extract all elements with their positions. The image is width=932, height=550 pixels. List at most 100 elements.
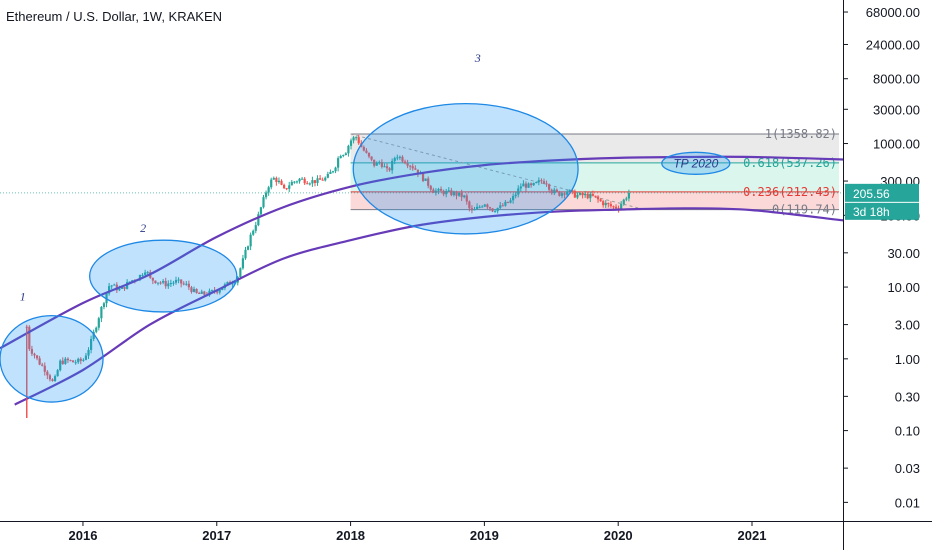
wave-2-ellipse[interactable] — [89, 239, 238, 313]
candle-body — [321, 179, 324, 181]
candle-body — [195, 288, 198, 293]
candle-body — [177, 279, 180, 281]
channel-lower-curve[interactable] — [14, 207, 844, 406]
candle-body — [100, 307, 103, 319]
candle-body — [334, 167, 337, 172]
y-tick-label: 10.00 — [887, 280, 920, 295]
candle-body — [326, 173, 329, 178]
candle-body — [548, 184, 551, 190]
channel-upper-curve[interactable] — [0, 155, 844, 350]
candle-body — [447, 190, 450, 192]
candle-body — [347, 145, 350, 154]
candle-body — [388, 168, 391, 171]
candle-body — [342, 155, 345, 157]
candle-body — [349, 140, 353, 146]
candle-body — [463, 195, 466, 198]
candle-body — [589, 193, 592, 199]
candle-body — [35, 355, 39, 359]
candle-body — [226, 281, 229, 285]
candle-body — [110, 285, 113, 287]
candle-body — [28, 326, 31, 349]
countdown-label: 3d 18h — [853, 205, 890, 219]
candle-body — [244, 249, 247, 259]
candle-body — [74, 362, 77, 364]
candle-body — [69, 360, 72, 362]
fibonacci-retracement[interactable]: 1(1358.82)0.618(537.26)0.236(212.43)0(11… — [0, 127, 843, 217]
candle-body — [578, 193, 582, 195]
candle-body — [555, 189, 558, 192]
candle-body — [87, 349, 90, 356]
candle-body — [337, 158, 340, 168]
candle-body — [48, 375, 52, 380]
candle-body — [295, 181, 299, 183]
candle-body — [329, 172, 332, 174]
wave-3-ellipse[interactable] — [352, 102, 579, 235]
candle-body — [491, 208, 494, 212]
candle-body — [262, 197, 265, 208]
candle-body — [192, 288, 196, 292]
candle-body — [38, 358, 41, 365]
candle-body — [254, 225, 257, 231]
candle-body — [560, 193, 564, 196]
candle-body — [530, 183, 533, 186]
candle-body — [285, 188, 288, 190]
candle-body — [468, 201, 471, 209]
candle-body — [113, 284, 116, 286]
candle-body — [365, 150, 368, 153]
candle-body — [190, 287, 193, 292]
candle-body — [488, 207, 492, 209]
candle-body — [380, 162, 383, 167]
candle-body — [200, 291, 203, 294]
candle-body — [406, 163, 409, 166]
x-tick-label: 2021 — [738, 528, 767, 543]
candle-body — [53, 376, 57, 382]
candle-body — [532, 182, 535, 186]
candle-body — [411, 166, 414, 169]
candle-body — [301, 178, 304, 180]
wave-1-ellipse[interactable] — [0, 314, 104, 403]
candle-body — [71, 360, 75, 363]
y-tick-label: 3.00 — [895, 318, 920, 333]
tp-ellipse[interactable] — [661, 151, 731, 175]
fib-zone-middle — [350, 162, 839, 192]
candle-body — [324, 177, 327, 181]
wave-ellipses[interactable]: 1 2 3 TP 2020 — [0, 51, 731, 403]
candle-body — [118, 288, 121, 291]
candle-body — [496, 207, 499, 212]
candle-body — [445, 191, 448, 195]
candle-body — [249, 234, 252, 247]
candle-body — [473, 209, 476, 211]
candle-body — [311, 180, 314, 184]
x-tick-label: 2019 — [470, 528, 499, 543]
candle-body — [46, 371, 49, 376]
y-tick-label: 68000.00 — [866, 5, 920, 20]
candle-body — [599, 199, 602, 202]
wave-label-3: 3 — [474, 51, 481, 65]
regression-channel[interactable] — [0, 155, 844, 418]
candle-body — [185, 283, 188, 285]
candle-body — [478, 206, 481, 208]
candle-body — [272, 177, 275, 180]
candle-body — [614, 206, 618, 209]
candle-body — [373, 159, 376, 166]
candle-body — [231, 283, 234, 285]
candle-body — [187, 283, 190, 288]
fib-zone-lower — [350, 191, 839, 210]
y-tick-label: 0.10 — [895, 424, 920, 439]
candle-body — [586, 193, 589, 199]
candle-body — [203, 291, 206, 295]
candle-body — [151, 277, 154, 281]
candle-body — [625, 198, 628, 200]
candle-body — [383, 166, 386, 168]
candle-body — [270, 179, 273, 188]
candle-body — [432, 189, 435, 193]
candle-body — [550, 189, 553, 194]
candle-body — [393, 158, 396, 161]
candle-body — [584, 193, 587, 196]
candle-body — [216, 291, 219, 293]
x-tick-label: 2020 — [604, 528, 633, 543]
candle-body — [355, 137, 358, 139]
